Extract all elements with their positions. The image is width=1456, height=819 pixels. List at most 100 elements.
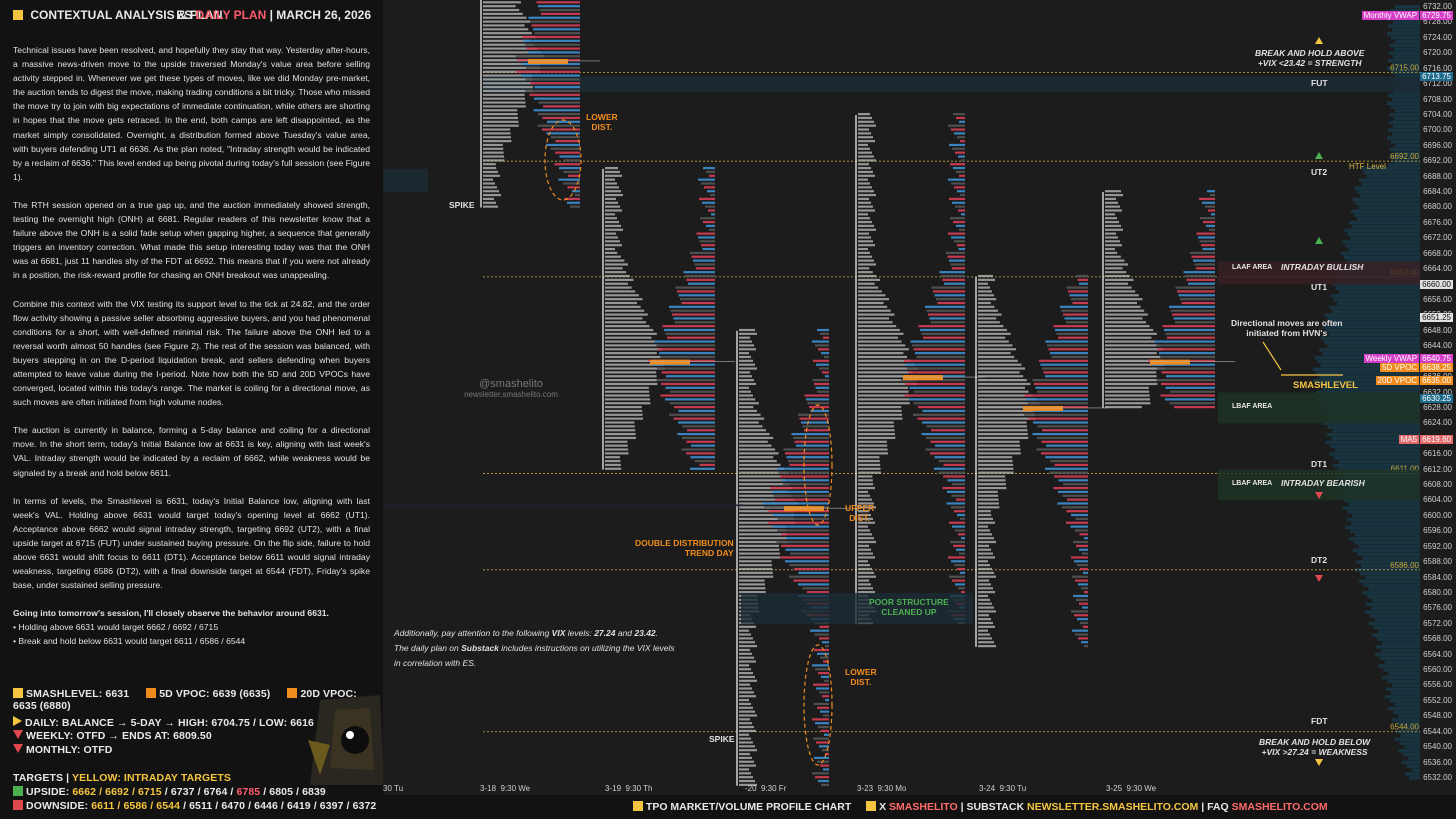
volume-profile-bar [1342,240,1420,244]
tpo-letters [1105,348,1163,351]
tpo-letters [739,633,751,636]
tpo-letters [739,363,755,366]
intraday-bullish-label: INTRADAY BULLISH [1281,262,1364,272]
tpo-volume-bar [1078,637,1088,640]
tpo-volume-bar [904,359,965,362]
tpo-letters [978,625,995,628]
volume-profile-bar [1394,47,1420,52]
tpo-volume-bar [702,247,715,251]
tpo-volume-bar [700,217,715,220]
tpo-volume-bar [1181,301,1215,305]
tpo-chart[interactable]: 6715.006692.006662.006611.006586.006544.… [383,0,1456,819]
tpo-letters [858,483,874,486]
tpo-letters [858,274,877,278]
tpo-volume-bar [812,379,829,382]
tpo-letters [605,379,657,382]
tpo-letters [978,379,1027,382]
note-t3: levels: [565,628,595,638]
tpo-volume-bar [1066,521,1088,524]
footer-faq-url[interactable]: SMASHELITO.COM [1231,801,1328,813]
tpo-letters [978,440,1020,443]
tpo-letters [739,537,788,540]
tpo-volume-bar [703,166,715,170]
tpo-letters [978,402,1040,405]
smashlevel-square-icon [13,688,23,698]
tpo-letters [605,282,628,285]
volume-profile-bar [1392,28,1420,32]
mascot-graphic [308,695,384,785]
tpo-letters [858,232,869,235]
tpo-letters [739,344,754,347]
time-tick-label: -20 9:30 Fr [745,784,787,793]
tpo-volume-bar [1160,355,1215,359]
tpo-volume-bar [798,413,829,416]
tpo-volume-bar [1049,471,1088,474]
fut-band [483,76,1420,92]
tpo-letters [978,467,1014,470]
tpo-volume-bar [1067,498,1088,501]
volume-profile-bar [1357,552,1420,557]
tpo-letters [739,533,787,536]
tpo-volume-bar [947,479,965,482]
tpo-volume-bar [820,656,829,659]
tpo-volume-bar [547,120,580,123]
volume-profile-bar [1369,614,1420,618]
tpo-volume-bar [1156,379,1215,382]
tpo-volume-bar [1042,429,1088,432]
tpo-volume-bar [674,405,715,409]
price-tag: 6660.00 [1420,279,1453,290]
tpo-volume-bar [824,355,829,359]
annotation-upper-dist: UPPER DIST. [845,503,875,523]
tpo-volume-bar [956,548,965,551]
tpo-volume-bar [652,363,715,366]
tpo-volume-bar [816,741,829,744]
tpo-letters [605,220,619,224]
tpo-volume-bar [1079,533,1088,536]
footer-sep-2: | [1201,801,1205,813]
tpo-volume-bar [543,105,580,108]
chart-canvas[interactable]: 6715.006692.006662.006611.006586.006544.… [383,0,1456,795]
tpo-volume-bar [952,267,965,270]
tpo-letters [739,479,786,482]
tpo-letters [739,371,750,374]
header-date: MARCH 26, 2026 [276,8,371,22]
tpo-letters [978,286,990,289]
tpo-letters [483,128,511,131]
tpo-letters [858,436,896,440]
tpo-letters [605,425,635,428]
tpo-volume-bar [814,702,829,706]
tpo-volume-bar [950,217,965,220]
tpo-letters [605,305,641,308]
tpo-letters [858,313,895,316]
tpo-volume-bar [1079,548,1088,551]
volume-profile-bar [1389,120,1420,125]
tpo-letters [1105,371,1157,374]
volume-profile-bar [1395,5,1420,9]
footer-x-handle[interactable]: SMASHELITO [889,801,958,813]
tpo-letters [483,143,503,147]
tpo-letters [739,760,754,763]
tpo-letters [978,417,1036,420]
footer-substack-url[interactable]: NEWSLETTER.SMASHELITO.COM [1026,801,1199,813]
price-tick-label: 6548.00 [1423,711,1452,721]
tpo-volume-bar [564,159,580,162]
tpo-volume-bar [913,413,965,416]
volume-profile-bar [1395,143,1420,148]
volume-profile-bar [1332,429,1420,433]
tpo-letters [739,641,755,644]
volume-profile-bar [1392,718,1420,722]
dt1-label: DT1 [1311,459,1328,469]
break-above-label: BREAK AND HOLD ABOVE +VIX <23.42 = STREN… [1255,48,1364,68]
volume-profile-bar [1352,224,1420,229]
tpo-volume-bar [806,398,829,401]
tpo-volume-bar [575,193,580,197]
tpo-volume-bar [685,274,715,278]
tpo-volume-bar [814,382,829,386]
tpo-volume-bar [558,178,580,181]
tpo-letters [483,35,536,39]
tpo-letters [858,479,873,482]
price-tick-label: 6592.00 [1423,541,1452,551]
downside-label: DOWNSIDE: [26,800,89,812]
tpo-volume-bar [1165,386,1215,389]
tpo-letters [605,371,657,374]
